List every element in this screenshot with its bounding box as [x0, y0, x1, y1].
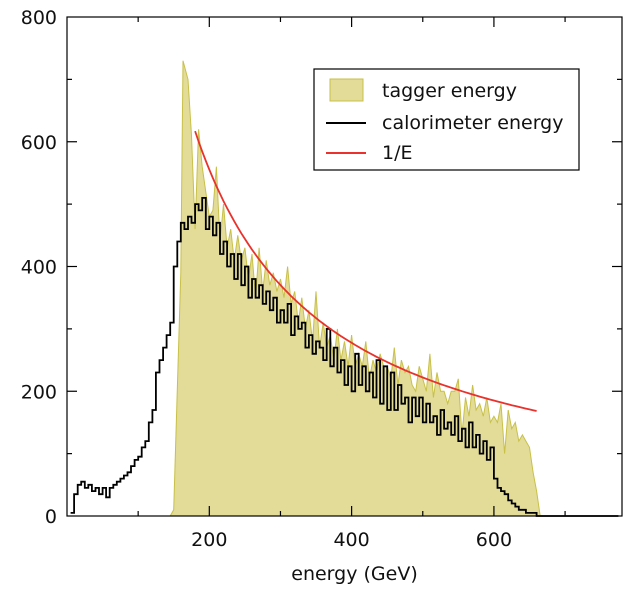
legend-label-calorimeter: calorimeter energy: [382, 112, 563, 134]
legend-label-tagger: tagger energy: [382, 80, 517, 102]
y-tick-label: 800: [21, 7, 57, 29]
tick-layer: 200 400 600 0 200 400 600 800: [21, 7, 622, 551]
legend-swatch-tagger: [329, 78, 364, 102]
y-tick-label: 400: [21, 257, 57, 279]
x-tick-label: 200: [191, 529, 227, 551]
legend: tagger energy calorimeter energy 1/E: [313, 68, 580, 171]
x-tick-label: 600: [476, 529, 512, 551]
calorimeter-step-layer: [70, 197, 619, 517]
calorimeter-energy-step: [70, 197, 619, 517]
x-axis-label: energy (GeV): [291, 563, 417, 585]
y-tick-label: 200: [21, 381, 57, 403]
legend-label-inverse-e: 1/E: [382, 142, 413, 164]
x-tick-label: 400: [333, 529, 369, 551]
inverse-e-curve-layer: [194, 130, 537, 412]
y-tick-label: 600: [21, 132, 57, 154]
inverse-e-curve: [194, 130, 537, 412]
y-tick-label: 0: [45, 506, 57, 528]
